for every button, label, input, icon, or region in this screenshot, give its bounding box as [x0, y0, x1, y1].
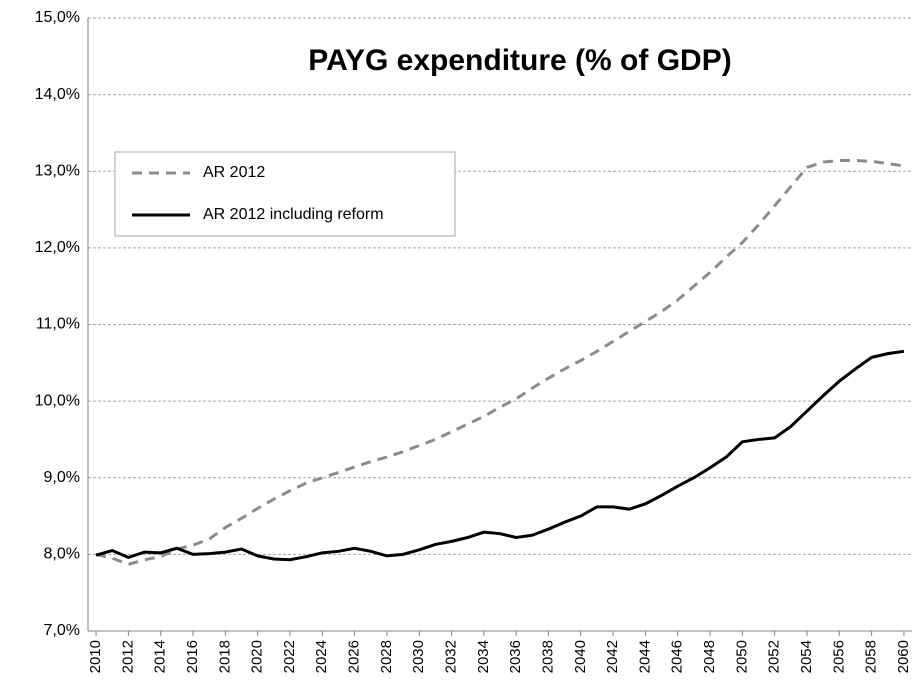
x-tick-label: 2054 — [798, 640, 815, 673]
x-tick-label: 2018 — [216, 640, 233, 673]
y-tick-label: 7,0% — [44, 622, 80, 639]
x-tick-label: 2052 — [766, 640, 783, 673]
x-tick-label: 2032 — [442, 640, 459, 673]
x-tick-label: 2058 — [863, 640, 880, 673]
y-tick-label: 12,0% — [35, 239, 80, 256]
legend-box — [114, 151, 456, 237]
x-tick-label: 2036 — [507, 640, 524, 673]
y-tick-label: 15,0% — [35, 9, 80, 26]
legend-label: AR 2012 — [203, 164, 265, 181]
series-line — [95, 159, 905, 566]
x-tick-label: 2060 — [895, 640, 912, 673]
x-tick-label: 2016 — [184, 640, 201, 673]
y-tick-label: 13,0% — [35, 162, 80, 179]
x-tick-label: 2020 — [249, 640, 266, 673]
x-tick-label: 2026 — [346, 640, 363, 673]
x-tick-label: 2028 — [378, 640, 395, 673]
y-tick-label: 11,0% — [36, 316, 80, 333]
x-tick-label: 2046 — [669, 640, 686, 673]
x-tick-label: 2044 — [636, 640, 653, 673]
chart-title: PAYG expenditure (% of GDP) — [308, 44, 731, 77]
x-tick-label: 2042 — [604, 640, 621, 673]
x-tick-label: 2012 — [119, 640, 136, 673]
x-tick-label: 2024 — [313, 640, 330, 673]
y-tick-label: 9,0% — [44, 469, 80, 486]
x-tick-label: 2010 — [87, 640, 104, 673]
series-line — [95, 349, 905, 562]
x-tick-label: 2034 — [475, 640, 492, 673]
y-tick-label: 14,0% — [35, 86, 80, 103]
x-tick-label: 2030 — [410, 640, 427, 673]
legend-label: AR 2012 including reform — [203, 206, 384, 223]
x-tick-label: 2048 — [701, 640, 718, 673]
y-tick-label: 8,0% — [44, 546, 80, 563]
x-tick-label: 2038 — [539, 640, 556, 673]
y-tick-label: 10,0% — [35, 392, 80, 409]
x-tick-label: 2056 — [830, 640, 847, 673]
x-tick-label: 2014 — [152, 640, 169, 673]
x-tick-label: 2022 — [281, 640, 298, 673]
x-tick-label: 2050 — [733, 640, 750, 673]
x-tick-label: 2040 — [572, 640, 589, 673]
